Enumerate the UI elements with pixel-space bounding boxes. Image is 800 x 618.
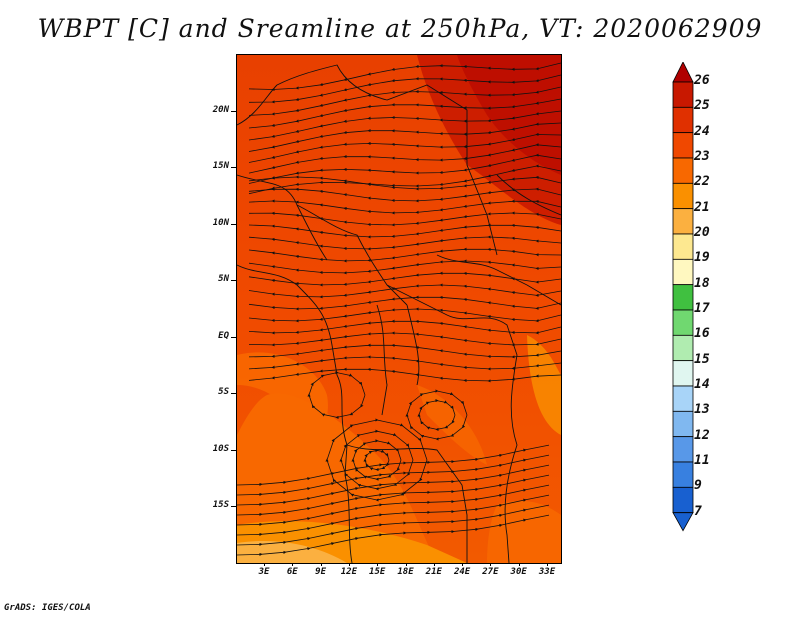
lon-tick bbox=[264, 562, 265, 566]
colorbar-label: 11 bbox=[694, 453, 710, 468]
colorbar-swatch bbox=[672, 385, 694, 412]
colorbar-label: 17 bbox=[694, 301, 710, 316]
colorbar-label: 14 bbox=[694, 377, 710, 392]
colorbar-swatch bbox=[672, 233, 694, 260]
colorbar-swatch bbox=[672, 284, 694, 311]
colorbar-label: 19 bbox=[694, 250, 710, 266]
lat-label: 10S bbox=[212, 444, 229, 454]
lat-label: 5S bbox=[218, 387, 229, 397]
colorbar-swatch bbox=[672, 106, 694, 134]
lon-tick bbox=[462, 562, 464, 566]
colorbar-swatch bbox=[672, 182, 694, 210]
colorbar-label: 18 bbox=[694, 275, 710, 291]
colorbar-swatch bbox=[672, 81, 694, 108]
lat-label: 10N bbox=[212, 218, 229, 228]
lat-tick bbox=[231, 337, 236, 338]
colorbar-label: 9 bbox=[694, 478, 702, 494]
lat-tick bbox=[231, 111, 236, 112]
streamline bbox=[248, 259, 561, 275]
lon-label: 24E bbox=[453, 567, 471, 577]
colorbar bbox=[672, 62, 694, 532]
lat-label: EQ bbox=[218, 331, 229, 341]
colorbar-swatch bbox=[672, 309, 694, 336]
lon-tick bbox=[490, 562, 492, 566]
lon-label: 15E bbox=[369, 567, 386, 577]
lon-label: 9E bbox=[315, 567, 327, 577]
colorbar-swatch bbox=[672, 512, 694, 532]
colorbar-swatch bbox=[672, 208, 694, 235]
lon-tick bbox=[405, 562, 407, 566]
colorbar-label: 21 bbox=[694, 199, 710, 215]
chart-title: WBPT [C] and Sreamline at 250hPa, VT: 20… bbox=[37, 14, 763, 43]
wbpt-field bbox=[237, 55, 561, 563]
lat-tick bbox=[231, 167, 236, 168]
streamline bbox=[248, 235, 561, 251]
streamline bbox=[248, 247, 561, 263]
colorbar-swatch bbox=[672, 486, 694, 514]
lat-tick bbox=[231, 393, 236, 394]
colorbar-label: 12 bbox=[694, 427, 710, 443]
lat-label: 5N bbox=[218, 274, 229, 284]
lon-label: 3E bbox=[258, 567, 270, 577]
streamline bbox=[405, 389, 468, 441]
streamline bbox=[417, 399, 456, 431]
lon-label: 30E bbox=[510, 567, 527, 577]
colorbar-label: 13 bbox=[694, 402, 710, 418]
lon-label: 6E bbox=[286, 567, 298, 577]
lat-label: 20N bbox=[212, 105, 229, 115]
colorbar-swatch bbox=[672, 360, 694, 387]
colorbar-swatch bbox=[672, 410, 694, 438]
streamlines bbox=[237, 62, 561, 556]
lon-tick bbox=[292, 562, 294, 566]
colorbar-label: 7 bbox=[694, 503, 702, 519]
lon-label: 18E bbox=[397, 567, 414, 577]
colorbar-label: 23 bbox=[694, 149, 710, 164]
lat-tick bbox=[231, 224, 236, 225]
country-borders bbox=[237, 64, 561, 563]
streamline bbox=[248, 367, 561, 383]
lat-label: 15S bbox=[212, 500, 229, 510]
colorbar-swatch bbox=[672, 62, 694, 83]
lon-tick bbox=[433, 562, 435, 566]
grads-credit: GrADS: IGES/COLA bbox=[4, 603, 91, 613]
colorbar-label: 25 bbox=[694, 98, 710, 114]
map-panel bbox=[236, 54, 562, 564]
streamline bbox=[237, 514, 550, 556]
lon-tick bbox=[348, 562, 350, 566]
lon-tick bbox=[547, 562, 548, 566]
lon-tick bbox=[320, 562, 322, 566]
colorbar-label: 22 bbox=[694, 174, 710, 190]
colorbar-swatch bbox=[672, 157, 694, 184]
colorbar-label: 26 bbox=[694, 73, 710, 88]
lon-label: 21E bbox=[425, 567, 442, 577]
lat-tick bbox=[231, 450, 236, 451]
colorbar-label: 20 bbox=[694, 225, 710, 240]
lon-tick bbox=[377, 562, 379, 566]
colorbar-label: 15 bbox=[694, 351, 710, 367]
colorbar-swatch bbox=[672, 334, 694, 362]
colorbar-swatch bbox=[672, 461, 694, 488]
colorbar-swatch bbox=[672, 132, 694, 159]
lon-label: 27E bbox=[482, 567, 499, 577]
lat-tick bbox=[231, 280, 236, 281]
lon-tick bbox=[518, 562, 520, 566]
colorbar-label: 16 bbox=[694, 326, 710, 342]
streamline bbox=[307, 371, 366, 419]
colorbar-label: 24 bbox=[694, 123, 710, 139]
lat-label: 15N bbox=[212, 161, 229, 171]
lat-tick bbox=[231, 506, 236, 507]
colorbar-swatch bbox=[672, 436, 694, 463]
lon-label: 33E bbox=[538, 567, 556, 577]
streamline bbox=[248, 223, 561, 239]
colorbar-swatch bbox=[672, 258, 694, 286]
lon-label: 12E bbox=[340, 567, 358, 577]
